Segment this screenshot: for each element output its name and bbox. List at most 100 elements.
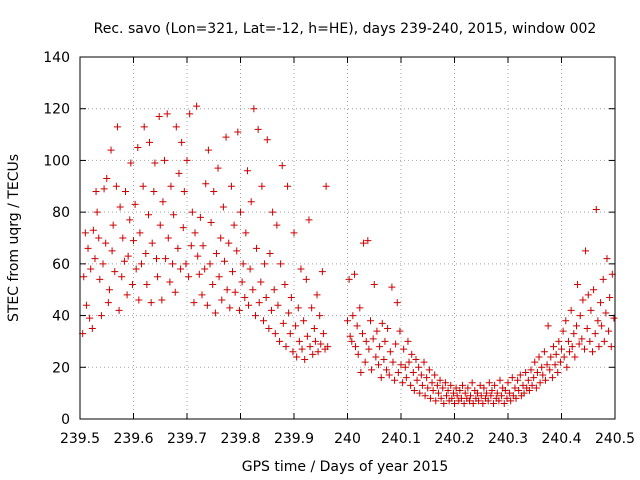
data-point <box>287 293 295 301</box>
data-point <box>111 268 119 276</box>
data-point <box>589 348 597 356</box>
data-point <box>124 252 132 260</box>
data-point <box>496 376 504 384</box>
data-point <box>556 358 564 366</box>
data-point <box>392 340 400 348</box>
data-point <box>532 384 540 392</box>
data-point <box>394 368 402 376</box>
data-point <box>554 368 562 376</box>
data-point <box>540 348 548 356</box>
data-point <box>281 281 289 289</box>
data-point <box>204 146 212 154</box>
data-point <box>146 138 154 146</box>
data-point <box>257 278 265 286</box>
data-point <box>285 309 293 317</box>
data-point <box>548 374 556 382</box>
data-point <box>396 327 404 335</box>
data-point <box>416 389 424 397</box>
data-point <box>277 260 285 268</box>
data-point <box>549 343 557 351</box>
data-point <box>93 208 101 216</box>
data-point <box>547 353 555 361</box>
data-point <box>260 317 268 325</box>
data-point <box>388 283 396 291</box>
data-point <box>350 270 358 278</box>
data-point <box>420 358 428 366</box>
data-point <box>464 384 472 392</box>
data-point <box>80 273 88 281</box>
grid <box>80 57 615 419</box>
x-tick-label: 240.5 <box>595 431 635 447</box>
data-point <box>397 361 405 369</box>
data-point <box>597 299 605 307</box>
data-point <box>508 374 516 382</box>
data-point <box>84 244 92 252</box>
data-point <box>477 392 485 400</box>
data-point <box>151 159 159 167</box>
data-point <box>199 242 207 250</box>
data-point <box>410 387 418 395</box>
data-point <box>278 162 286 170</box>
data-point <box>468 379 476 387</box>
data-point <box>562 317 570 325</box>
data-point <box>273 221 281 229</box>
data-point <box>88 325 96 332</box>
data-point <box>541 376 549 384</box>
data-point <box>130 237 137 245</box>
data-point <box>217 234 225 242</box>
chart-title: Rec. savo (Lon=321, Lat=-12, h=HE), days… <box>94 21 597 37</box>
data-point <box>144 211 152 219</box>
data-point <box>238 278 246 286</box>
data-point <box>527 366 535 374</box>
data-point <box>196 213 204 221</box>
data-point <box>211 309 219 317</box>
data-point <box>302 275 310 283</box>
data-point <box>193 102 201 110</box>
data-point <box>174 244 182 252</box>
data-point <box>383 366 391 374</box>
data-point <box>239 260 247 268</box>
data-point <box>426 394 434 402</box>
data-point <box>295 337 303 345</box>
data-point <box>531 358 539 366</box>
x-tick-label: 240.4 <box>541 431 581 447</box>
data-point <box>555 337 563 345</box>
data-point <box>162 255 170 263</box>
data-point <box>95 234 103 242</box>
data-point <box>234 128 242 136</box>
data-point <box>262 293 270 301</box>
data-point <box>591 330 599 338</box>
data-point <box>444 387 452 395</box>
data-point <box>487 392 495 400</box>
data-point <box>378 319 386 327</box>
data-point <box>226 304 234 312</box>
data-point <box>305 216 313 224</box>
data-point <box>318 268 326 276</box>
data-point <box>579 296 587 304</box>
data-point <box>530 374 538 382</box>
data-point <box>519 381 527 389</box>
data-point <box>255 299 263 307</box>
data-point <box>571 353 579 361</box>
x-tick-label: 239.9 <box>274 431 314 447</box>
data-point <box>560 353 568 361</box>
data-point <box>102 239 110 247</box>
data-point <box>119 234 127 242</box>
data-point <box>128 281 136 289</box>
data-point <box>246 265 254 273</box>
data-point <box>109 221 117 229</box>
data-point <box>203 301 211 309</box>
data-point <box>242 229 250 237</box>
data-point <box>290 229 298 237</box>
data-point <box>348 337 356 345</box>
data-point <box>428 379 436 387</box>
data-point <box>251 312 259 320</box>
x-tick-label: 239.6 <box>113 431 153 447</box>
data-point <box>202 180 210 188</box>
data-point <box>344 317 351 325</box>
data-point <box>606 293 614 301</box>
data-point <box>311 337 319 345</box>
data-point <box>578 335 586 343</box>
data-point <box>316 312 324 320</box>
data-point <box>346 332 354 340</box>
